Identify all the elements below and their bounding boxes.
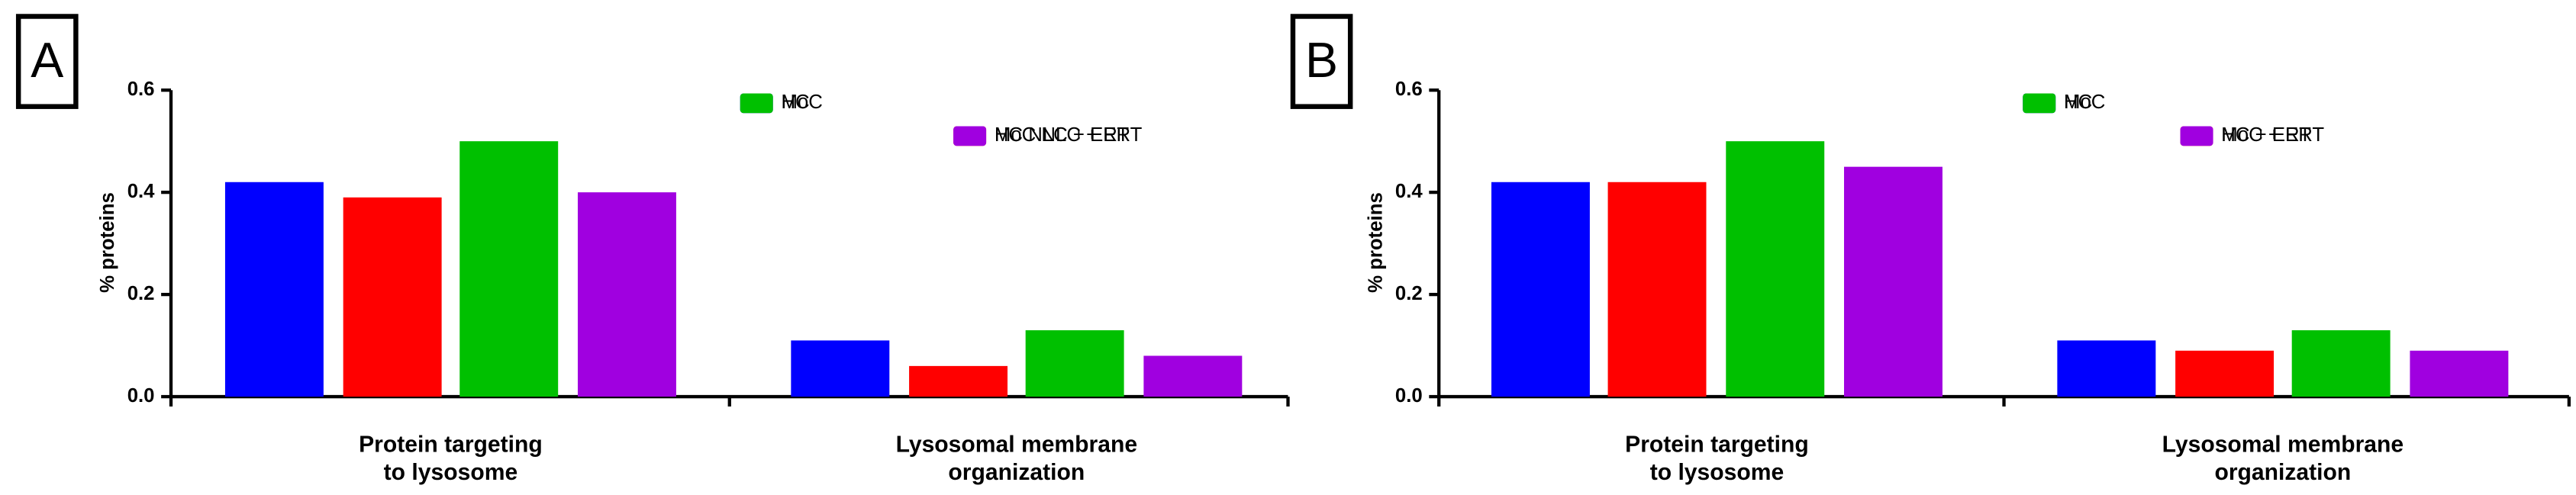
bar bbox=[459, 141, 559, 397]
legend-label: HC bbox=[781, 92, 809, 113]
bar bbox=[1844, 166, 1942, 397]
panel-label: A bbox=[31, 33, 63, 88]
bar bbox=[577, 192, 676, 397]
y-tick-label: 0.4 bbox=[1395, 181, 1423, 202]
x-tick-label: organization bbox=[948, 460, 1085, 485]
legend-label: HC bbox=[2064, 92, 2092, 113]
bar bbox=[1607, 182, 1707, 397]
bar bbox=[2057, 340, 2156, 397]
legend-label: MoC bbox=[2064, 92, 2105, 113]
x-tick-label: to lysosome bbox=[384, 460, 518, 485]
x-tick-label: Lysosomal membrane bbox=[896, 432, 1138, 457]
y-tick-label: 0.6 bbox=[1395, 79, 1423, 100]
bar bbox=[1491, 182, 1590, 397]
bar bbox=[1025, 329, 1124, 397]
x-tick-label: Protein targeting bbox=[1625, 432, 1809, 457]
bar bbox=[2410, 350, 2509, 397]
legend-swatch bbox=[953, 126, 987, 146]
panel-box bbox=[1290, 14, 1353, 109]
legend-label: HC + ERT bbox=[2221, 124, 2311, 146]
x-tick-label: Lysosomal membrane bbox=[2162, 432, 2404, 457]
y-tick-label: 0.0 bbox=[127, 385, 155, 407]
y-tick-label: 0.6 bbox=[127, 79, 155, 100]
bar bbox=[791, 340, 890, 397]
legend-swatch bbox=[740, 93, 773, 114]
y-tick-label: 0.2 bbox=[127, 283, 155, 304]
legend-swatch bbox=[2180, 126, 2213, 146]
y-tick-label: 0.4 bbox=[127, 181, 155, 202]
legend-label: MoC bbox=[781, 92, 822, 113]
y-axis-label: % proteins bbox=[97, 192, 118, 293]
bar bbox=[224, 182, 324, 397]
x-tick-label: to lysosome bbox=[1650, 460, 1785, 485]
legend-swatch bbox=[2023, 93, 2056, 114]
y-tick-label: 0.2 bbox=[1395, 283, 1423, 304]
x-tick-label: organization bbox=[2214, 460, 2351, 485]
bar bbox=[2175, 350, 2275, 397]
legend-label: MoC NLC + ERT bbox=[995, 124, 1143, 146]
bar bbox=[1143, 355, 1243, 397]
bar bbox=[2291, 329, 2391, 397]
x-tick-label: Protein targeting bbox=[359, 432, 543, 457]
bar bbox=[343, 197, 442, 397]
y-tick-label: 0.0 bbox=[1395, 385, 1423, 407]
legend-label: MoC + ERT bbox=[2221, 124, 2324, 146]
y-axis-label: % proteins bbox=[1365, 192, 1386, 293]
panel-box bbox=[15, 14, 79, 109]
panel-label: B bbox=[1305, 33, 1338, 88]
bar bbox=[909, 365, 1008, 397]
bar bbox=[1726, 141, 1825, 397]
legend-label: HC NLC + ERT bbox=[995, 124, 1130, 146]
